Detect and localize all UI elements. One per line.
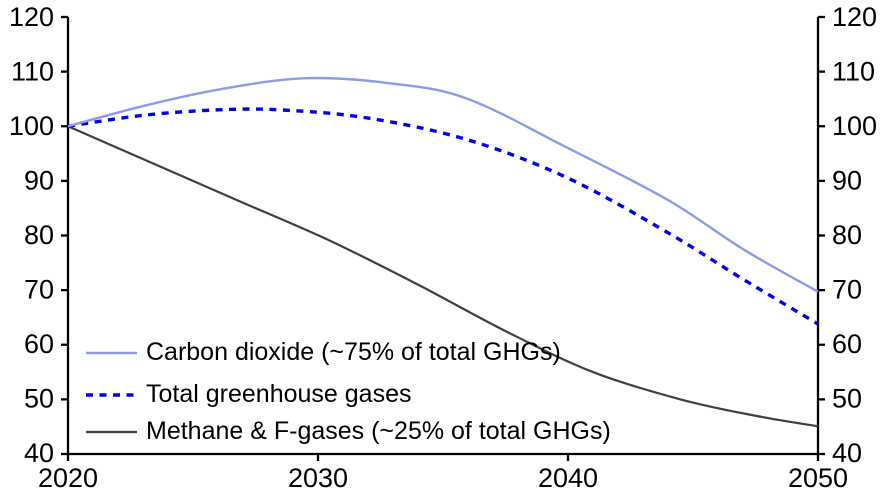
svg-text:60: 60 xyxy=(832,329,862,359)
svg-text:70: 70 xyxy=(24,275,54,305)
svg-text:80: 80 xyxy=(832,220,862,250)
svg-text:90: 90 xyxy=(832,166,862,196)
svg-text:50: 50 xyxy=(832,384,862,414)
svg-text:100: 100 xyxy=(832,111,877,141)
svg-text:2050: 2050 xyxy=(788,463,848,493)
svg-text:110: 110 xyxy=(832,57,875,87)
svg-text:120: 120 xyxy=(9,2,54,32)
svg-text:Total greenhouse gases: Total greenhouse gases xyxy=(146,380,411,408)
svg-text:2030: 2030 xyxy=(288,463,348,493)
svg-text:60: 60 xyxy=(24,329,54,359)
svg-text:110: 110 xyxy=(11,57,54,87)
svg-text:2020: 2020 xyxy=(38,463,98,493)
svg-text:2040: 2040 xyxy=(538,463,598,493)
svg-text:90: 90 xyxy=(24,166,54,196)
svg-text:50: 50 xyxy=(24,384,54,414)
svg-text:70: 70 xyxy=(832,275,862,305)
svg-text:Carbon dioxide (~75% of total: Carbon dioxide (~75% of total GHGs) xyxy=(146,338,561,366)
svg-text:Methane & F-gases (~25% of tot: Methane & F-gases (~25% of total GHGs) xyxy=(146,417,611,445)
svg-text:100: 100 xyxy=(9,111,54,141)
svg-text:80: 80 xyxy=(24,220,54,250)
svg-text:120: 120 xyxy=(832,2,877,32)
